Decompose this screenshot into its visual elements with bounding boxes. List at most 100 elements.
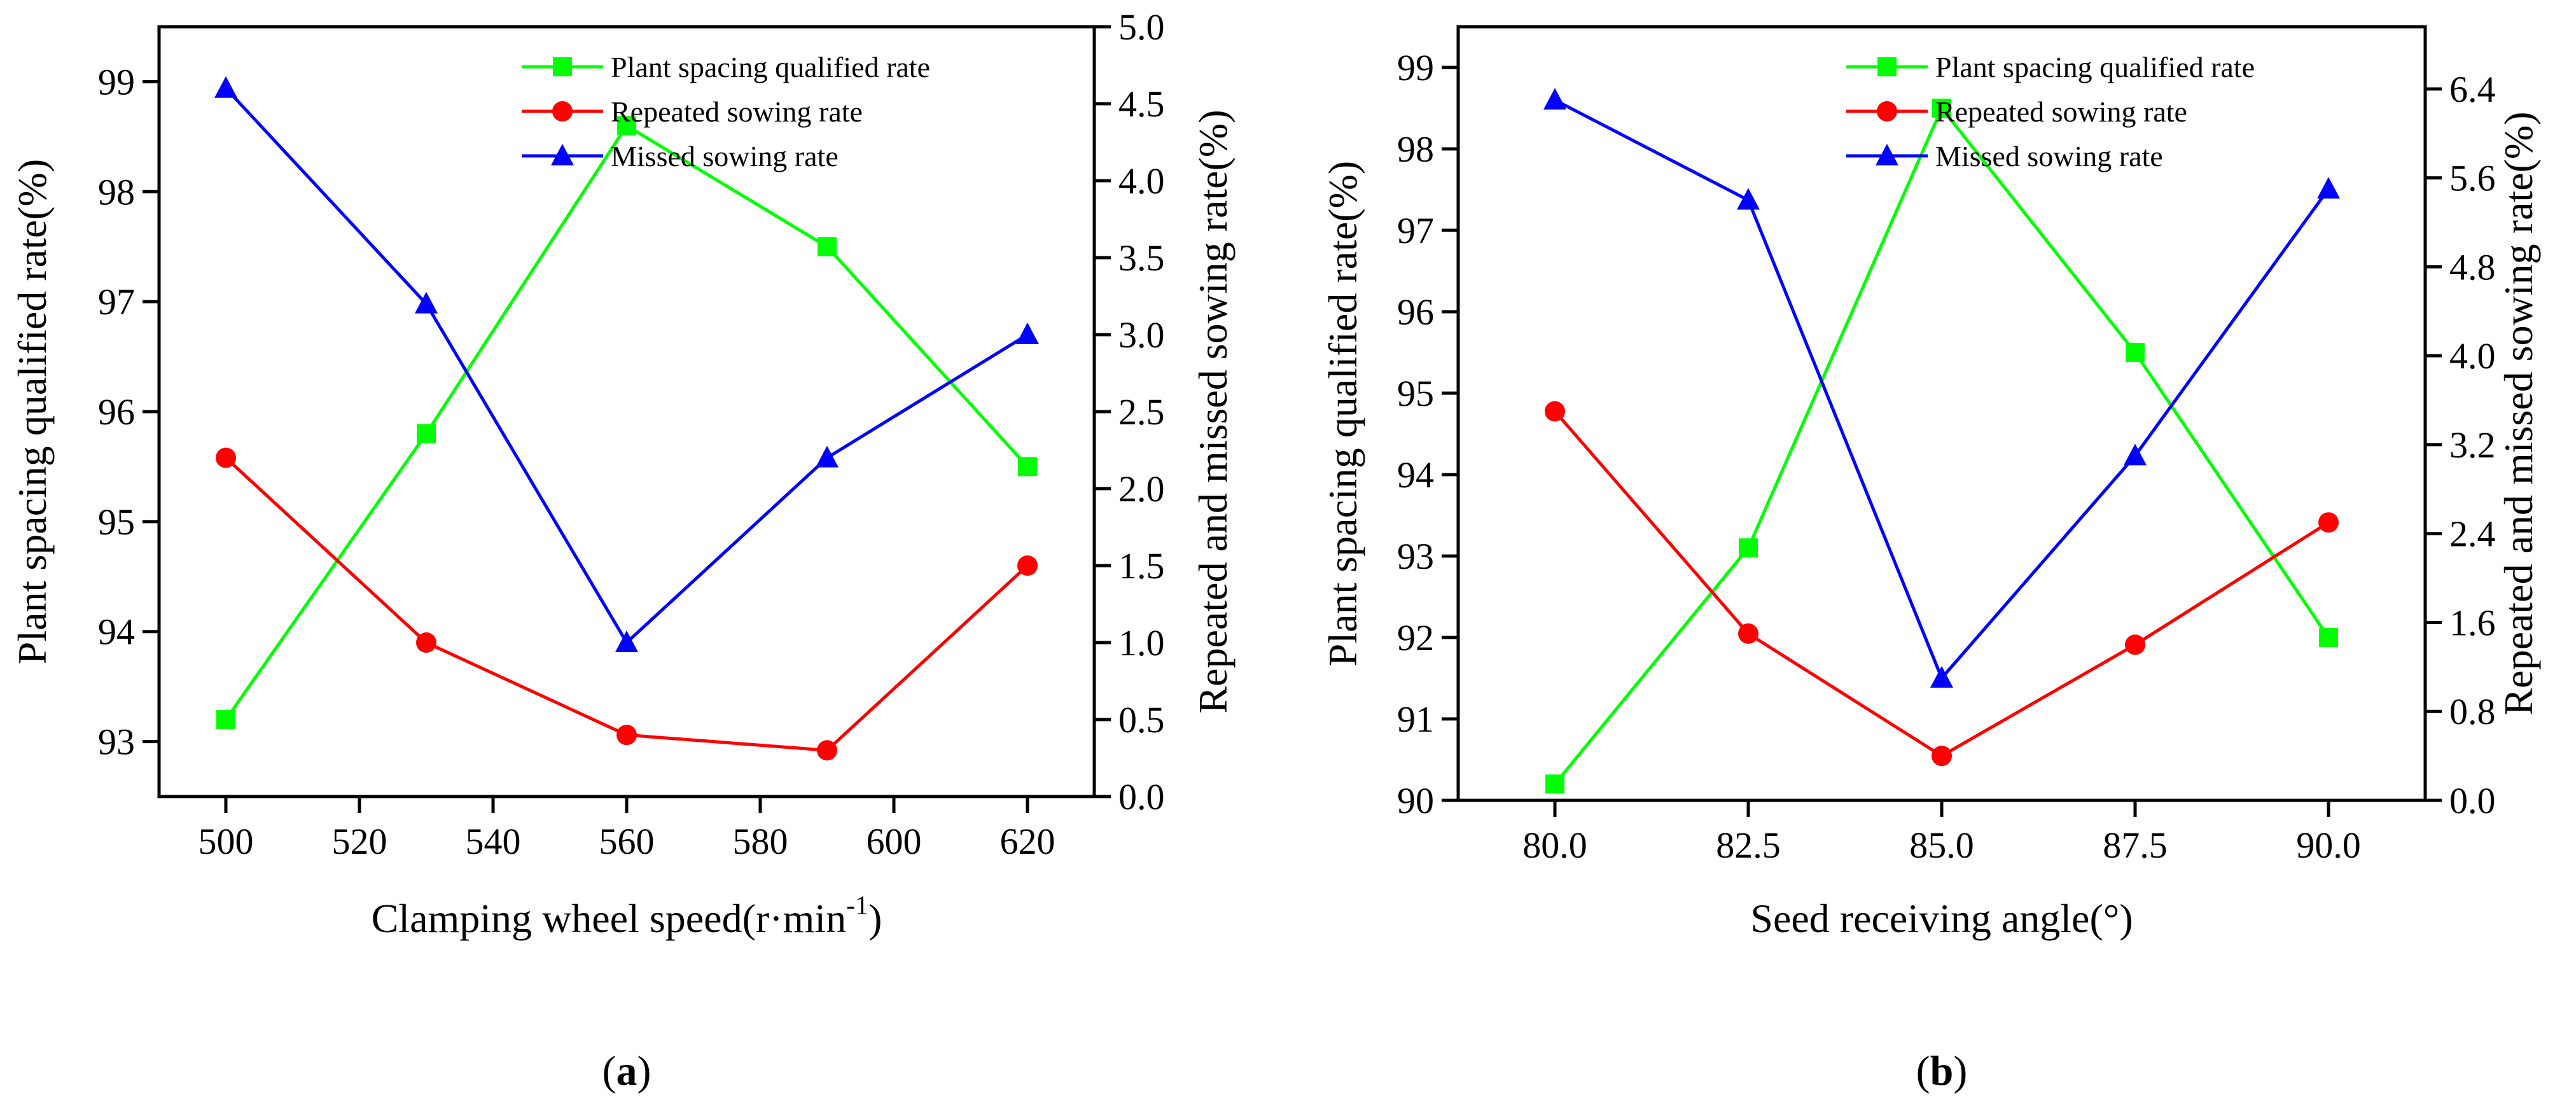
y-tick-label: 93	[98, 721, 135, 763]
y2-tick-label: 4.5	[1118, 83, 1165, 125]
data-point-triangle	[1543, 88, 1566, 110]
y2-tick-label: 1.5	[1118, 545, 1165, 587]
data-point-triangle	[2124, 443, 2147, 466]
x-tick-label: 87.5	[2103, 825, 2168, 866]
data-point-square	[1932, 99, 1951, 118]
legend-marker	[1876, 144, 1898, 165]
y2-tick-label: 5.0	[1118, 6, 1165, 48]
y-tick-label: 98	[98, 171, 135, 212]
data-point-triangle	[816, 445, 839, 468]
y2-tick-label: 5.6	[2449, 158, 2496, 199]
y-tick-label: 95	[98, 501, 135, 543]
y2-tick-label: 4.8	[2449, 246, 2496, 288]
panel-label: (a)	[602, 1048, 651, 1094]
legend-marker	[553, 57, 572, 76]
data-point-square	[1739, 538, 1758, 558]
data-point-square	[1018, 457, 1037, 477]
data-point-triangle	[1930, 665, 1953, 688]
legend-label: Plant spacing qualified rate	[611, 51, 930, 83]
y2-tick-label: 4.0	[1118, 160, 1165, 202]
y2-tick-label: 0.8	[2449, 691, 2496, 732]
y-tick-label: 94	[98, 611, 135, 653]
y-tick-label: 91	[1397, 699, 1434, 740]
y2-tick-label: 2.0	[1118, 468, 1165, 510]
panel-label-close-paren: )	[1953, 1048, 1967, 1094]
data-point-triangle	[2317, 177, 2340, 199]
data-point-square	[1545, 774, 1564, 794]
x-axis-label-suffix: )	[868, 896, 882, 941]
x-axis-label: Clamping wheel speed(r·min-1)	[372, 891, 882, 941]
x-tick-label: 620	[1000, 821, 1055, 862]
y2-tick-label: 0.0	[1118, 776, 1165, 818]
data-point-circle	[1545, 401, 1565, 422]
legend-marker	[1877, 101, 1897, 122]
panel-label-close-paren: )	[637, 1048, 651, 1094]
series-line-circle	[225, 456, 1029, 752]
data-point-circle	[817, 740, 837, 761]
legend-label: Repeated sowing rate	[611, 95, 863, 128]
y-tick-label: 98	[1397, 129, 1434, 170]
data-point-triangle	[214, 76, 237, 98]
panel-label-open-paren: (	[1916, 1048, 1930, 1094]
panel-label-open-paren: (	[602, 1048, 616, 1094]
y-tick-label: 95	[1397, 373, 1434, 414]
data-point-triangle	[1737, 188, 1760, 210]
data-point-triangle	[1016, 323, 1039, 344]
panel-label-letter: a	[616, 1048, 637, 1094]
y2-axis-label: Repeated and missed sowing rate(%)	[2496, 111, 2541, 715]
x-tick-label: 520	[332, 821, 387, 862]
data-point-square	[617, 116, 636, 136]
x-tick-label: 580	[733, 821, 788, 862]
legend-label: Plant spacing qualified rate	[1935, 51, 2255, 83]
x-tick-label: 80.0	[1522, 825, 1587, 866]
panel-label-letter: b	[1930, 1048, 1954, 1094]
y-tick-label: 93	[1397, 536, 1434, 577]
x-tick-label: 90.0	[2296, 825, 2361, 866]
legend-marker	[551, 144, 574, 165]
data-point-square	[2319, 628, 2338, 647]
data-point-triangle	[615, 630, 638, 652]
y-tick-label: 99	[98, 61, 135, 102]
x-axis-label-superscript: -1	[846, 891, 868, 921]
series-line-triangle	[1554, 99, 2330, 681]
y2-tick-label: 0.5	[1118, 699, 1165, 741]
y-tick-label: 90	[1397, 780, 1434, 821]
y-tick-label: 97	[1397, 210, 1434, 251]
data-point-circle	[2318, 512, 2339, 533]
x-tick-label: 540	[466, 821, 521, 862]
y-tick-label: 99	[1397, 47, 1434, 88]
data-point-circle	[1738, 623, 1758, 644]
legend-label: Repeated sowing rate	[1935, 95, 2187, 128]
y-tick-label: 96	[1397, 291, 1434, 333]
y2-axis-label: Repeated and missed sowing rate(%)	[1190, 109, 1236, 713]
data-point-square	[417, 424, 436, 443]
y2-tick-label: 1.6	[2449, 602, 2496, 643]
x-axis-label-main: Seed receiving angle(°)	[1750, 896, 2133, 941]
x-tick-label: 500	[198, 821, 254, 862]
y2-tick-label: 3.5	[1118, 237, 1165, 279]
data-point-square	[2126, 343, 2145, 362]
y2-tick-label: 0.0	[2449, 780, 2496, 821]
data-point-circle	[1017, 555, 1038, 576]
y2-tick-label: 6.4	[2449, 69, 2496, 110]
x-tick-label: 600	[867, 821, 922, 862]
y2-tick-label: 4.0	[2449, 335, 2496, 377]
data-point-circle	[616, 725, 637, 746]
y-tick-label: 94	[1397, 454, 1434, 496]
chart-panel-b: 80.0 82.5 85.0 87.5 90.0 90 91 92 93 94 95 96 97 98 99…	[1320, 25, 2541, 1094]
x-axis-label-main: Clamping wheel speed(r·min	[372, 896, 846, 941]
series-line-square	[224, 123, 1029, 721]
data-point-circle	[2125, 634, 2145, 655]
legend-label: Missed sowing rate	[611, 140, 839, 172]
data-point-triangle	[415, 291, 438, 314]
y-axis-label: Plant spacing qualified rate(%)	[10, 159, 55, 664]
x-tick-label: 82.5	[1716, 825, 1781, 866]
y-tick-label: 97	[98, 281, 135, 323]
series-line-circle	[1554, 410, 2330, 758]
y2-tick-label: 2.5	[1118, 391, 1165, 433]
y2-tick-label: 3.2	[2449, 424, 2496, 466]
y2-tick-label: 1.0	[1118, 622, 1165, 664]
y2-tick-label: 2.4	[2449, 513, 2496, 555]
legend-marker	[1877, 57, 1897, 76]
